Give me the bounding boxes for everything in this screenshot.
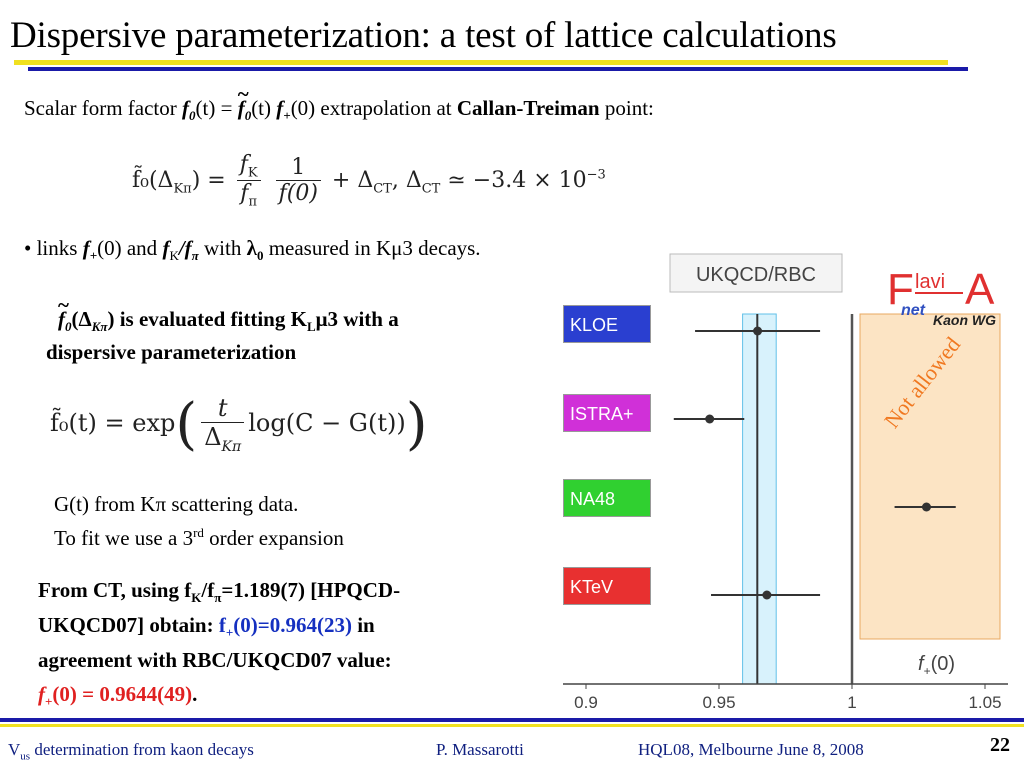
- logo-letter-a: A: [965, 265, 995, 314]
- callan-treiman-equation: f̃₀(ΔKπ) = fK fπ 1 f(0) + ΔCT, ΔCT ≃ −3.4 …: [132, 152, 606, 210]
- one-over-f0: 1 f(0): [275, 155, 321, 206]
- footer-rule-blue: [0, 718, 1024, 722]
- flavianet-logo: F lavi A net Kaon WG: [887, 265, 996, 328]
- not-allowed-region: [859, 313, 1001, 640]
- f-symbol: f0: [182, 96, 196, 124]
- data-point-na48: [921, 502, 931, 512]
- f-tilde-symbol: f ~0: [237, 82, 252, 124]
- fk-over-fpi: fK fπ: [236, 152, 261, 210]
- logo-letter-f: F: [887, 265, 914, 314]
- logo-net: net: [901, 302, 926, 319]
- logo-main: lavi: [915, 271, 945, 293]
- ct-result-line-3: agreement with RBC/UKQCD07 value:: [38, 648, 392, 672]
- chart-header-box: [669, 253, 843, 293]
- label-na48: NA48: [563, 479, 651, 517]
- fplus-lattice-value: f+(0)=0.964(23): [218, 613, 352, 641]
- reference-lines: [756, 314, 854, 684]
- data-point-istra: [705, 414, 715, 424]
- eval-line-2: dispersive parameterization: [46, 340, 297, 364]
- intro-line: Scalar form factor f0(t) = f ~0(t) f+(0) …: [24, 82, 654, 124]
- footer-center: P. Massarotti: [436, 740, 524, 759]
- page-title: Dispersive parameterization: a test of l…: [10, 15, 837, 56]
- title-rule-blue: [28, 67, 968, 71]
- fplus-symbol: f+: [276, 96, 291, 124]
- label-ktev: KTeV: [563, 567, 651, 605]
- ct-result-line-1: From CT, using fK/fπ=1.189(7) [HPQCD-: [38, 578, 401, 606]
- fplus-chart: 0.9 0.95 1 1.05 UKQCD/RBC F lavi A net Kaon…: [553, 252, 1011, 714]
- lattice-band-rect: [742, 313, 777, 685]
- chart-header: UKQCD/RBC: [696, 264, 816, 286]
- lattice-band: [742, 313, 777, 685]
- lambda0-symbol: λ0: [246, 236, 264, 264]
- fplus-rbc-value: f+(0) = 0.9644(49): [38, 682, 193, 710]
- logo-sub: Kaon WG: [933, 312, 996, 328]
- x-tick-label: 0.95: [702, 693, 735, 712]
- chart-svg: 0.9 0.95 1 1.05 UKQCD/RBC F lavi A net Kaon…: [553, 252, 1011, 714]
- mu-symbol: μ: [315, 307, 328, 331]
- footer-rule-yellow: [0, 724, 1024, 727]
- footer-left: Vus determination from kaon decays: [8, 740, 254, 763]
- data-point-kloe: [753, 326, 763, 336]
- eval-line-1: f ~0(ΔKπ) is evaluated fitting KLμ3 with …: [58, 293, 399, 335]
- ct-result-line-4: f+(0) = 0.9644(49).: [38, 682, 198, 710]
- paren-open: (: [175, 392, 198, 457]
- title-rule-yellow: [14, 60, 948, 65]
- fplus-symbol: f+: [82, 236, 98, 264]
- x-axis-label: f+(0): [918, 653, 955, 678]
- bullet-links: • links f+(0) and fK/fπ with λ0 measured…: [24, 236, 481, 264]
- mu-symbol: μ: [391, 236, 403, 260]
- paren-close: ): [405, 392, 428, 457]
- data-points: [673, 326, 956, 600]
- x-tick-label: 0.9: [574, 693, 598, 712]
- not-allowed-box: [859, 313, 1001, 640]
- page-number: 22: [990, 734, 1010, 756]
- fk-fpi-symbol: fK/fπ: [162, 236, 199, 264]
- x-axis: 0.9 0.95 1 1.05: [563, 683, 1008, 712]
- x-tick-label: 1.05: [968, 693, 1001, 712]
- t-over-delta: t ΔKπ: [201, 394, 245, 455]
- dispersive-equation: f̃₀(t) = exp(t ΔKπ log(C − G(t))): [50, 392, 428, 457]
- gt-line-1: G(t) from Kπ scattering data.: [54, 492, 299, 516]
- gt-line-2: To fit we use a 3rd order expansion: [54, 525, 344, 550]
- label-istra: ISTRA+: [563, 394, 651, 432]
- footer-right: HQL08, Melbourne June 8, 2008: [638, 740, 864, 759]
- label-kloe: KLOE: [563, 305, 651, 343]
- x-tick-label: 1: [847, 693, 856, 712]
- data-point-ktev: [762, 590, 772, 600]
- f-tilde-symbol: f ~0: [58, 293, 72, 335]
- ct-result-line-2: UKQCD07] obtain: f+(0)=0.964(23) in: [38, 613, 375, 641]
